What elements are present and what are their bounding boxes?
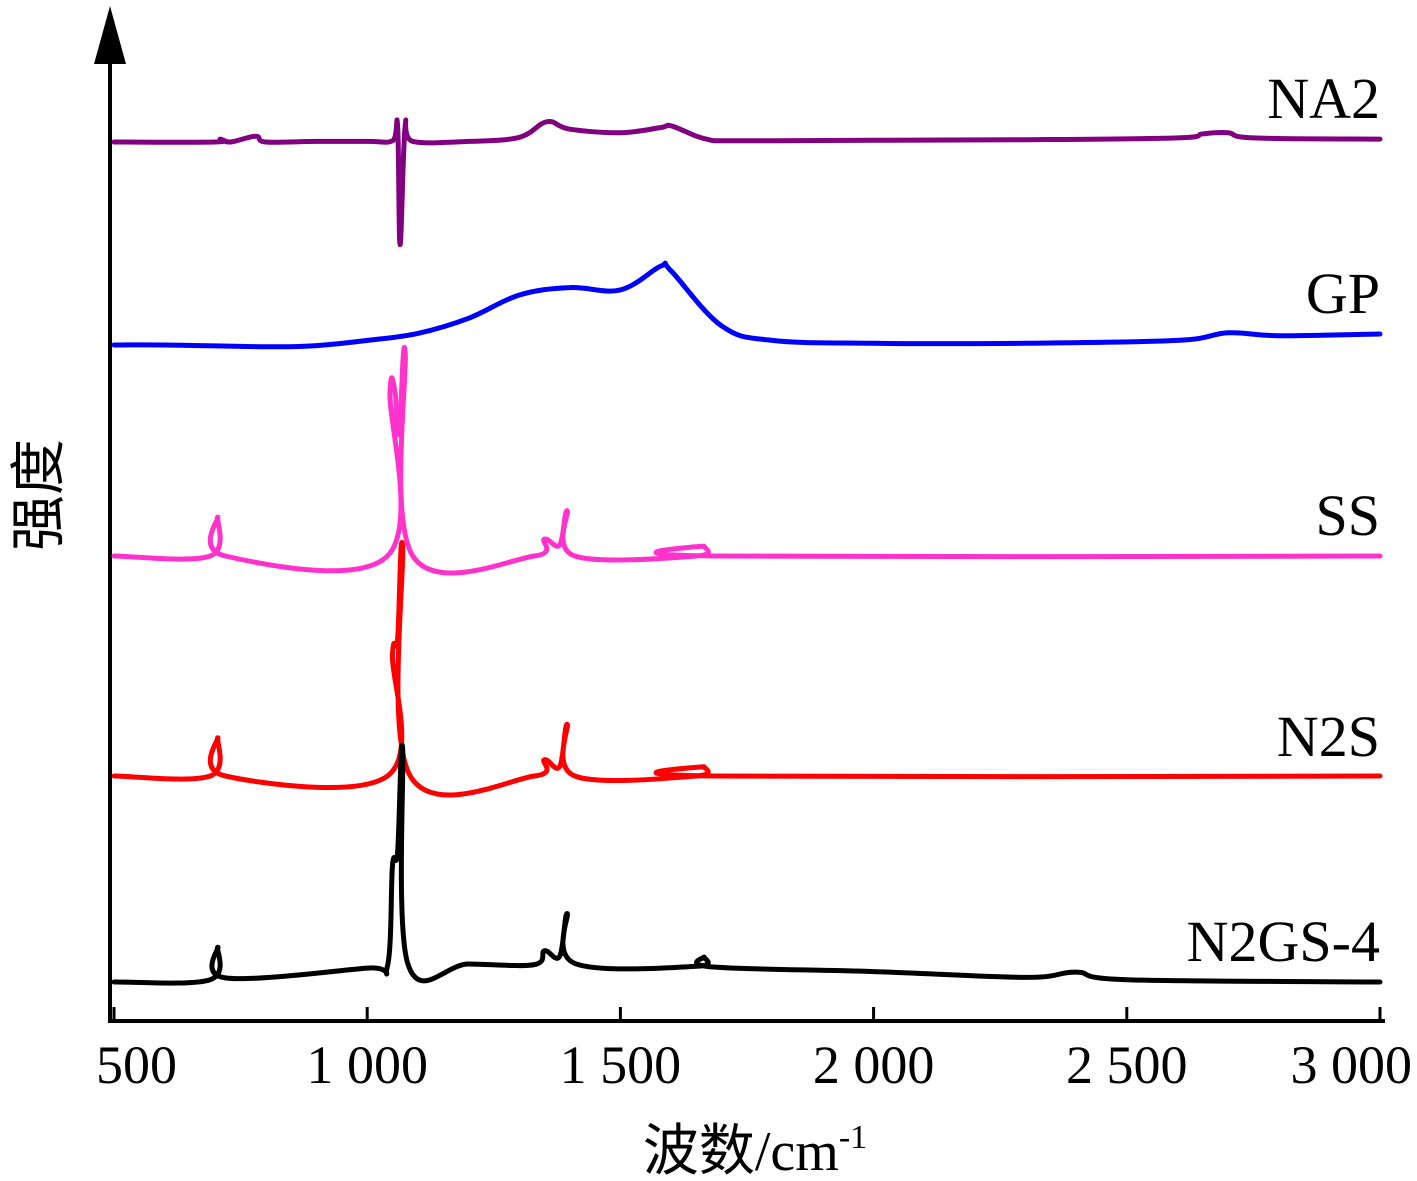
series-line-na2 xyxy=(111,117,1383,248)
series-label-n2s: N2S xyxy=(1277,704,1380,769)
series-line-n2s xyxy=(111,540,1383,798)
series-labels: NA2 GP SS N2S N2GS-4 xyxy=(1187,66,1380,974)
x-tick-label-3000: 3 000 xyxy=(1291,1035,1413,1095)
x-tick-label-500: 500 xyxy=(96,1035,177,1095)
series-label-ss: SS xyxy=(1315,483,1380,548)
x-tick-label-1500: 1 500 xyxy=(560,1035,682,1095)
x-tick-label-1000: 1 000 xyxy=(306,1035,428,1095)
series-traces xyxy=(111,117,1383,986)
x-axis-ticks xyxy=(112,1007,1382,1021)
x-tick-label-2000: 2 000 xyxy=(813,1035,935,1095)
series-line-n2gs-4 xyxy=(111,742,1383,986)
series-line-gp xyxy=(111,260,1383,350)
series-line-ss xyxy=(111,345,1383,576)
y-axis-title: 强度 xyxy=(9,439,71,551)
series-label-gp: GP xyxy=(1306,261,1380,326)
y-axis-arrow-icon xyxy=(94,6,126,64)
x-tick-label-2500: 2 500 xyxy=(1066,1035,1188,1095)
x-axis-title: 波数/cm-1 xyxy=(643,1119,867,1181)
x-axis-tick-labels: 500 1 000 1 500 2 000 2 500 3 000 xyxy=(96,1035,1412,1095)
x-axis-title-superscript: -1 xyxy=(839,1119,867,1156)
series-label-n2gs-4: N2GS-4 xyxy=(1187,909,1380,974)
series-label-na2: NA2 xyxy=(1267,66,1380,131)
